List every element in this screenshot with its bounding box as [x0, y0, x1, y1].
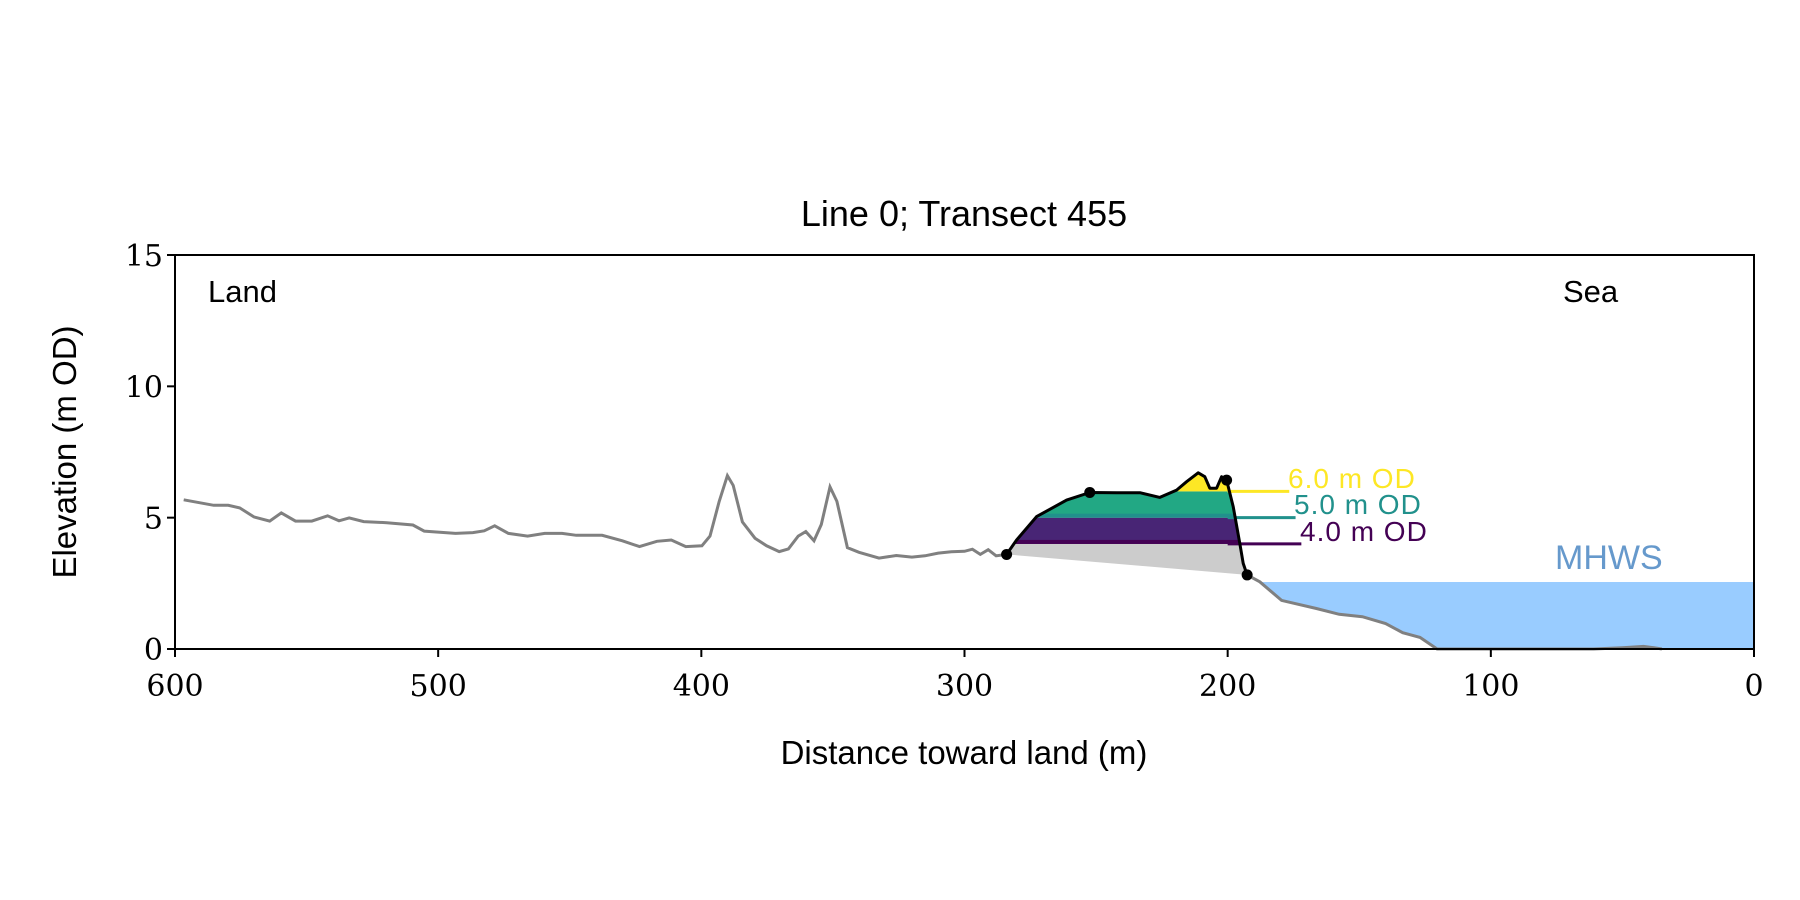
x-tick-label-200: 200: [1199, 669, 1256, 704]
y-tick-label-5: 5: [144, 502, 163, 537]
dune-profile-line: [1005, 471, 1249, 576]
y-tick-label-0: 0: [144, 633, 163, 668]
dune-point-0: [1001, 548, 1013, 560]
x-tick-label-500: 500: [410, 669, 467, 704]
sea-label: Sea: [1563, 274, 1619, 309]
fills-layer: [1006, 472, 1754, 649]
lines-layer: 4.0 m OD5.0 m OD6.0 m OD: [183, 463, 1663, 651]
level-label-4: 4.0 m OD: [1300, 516, 1428, 547]
ticks-layer: 600 500 400 300 200 100 0 0 5 10 15: [125, 239, 1764, 704]
y-axis-label: Elevation (m OD): [46, 325, 83, 578]
dune-band-fill-6: [1006, 472, 1248, 492]
profile-seaward-line: [1246, 573, 1663, 651]
x-tick-label-0: 0: [1744, 669, 1763, 704]
dune-base-fill: [1006, 543, 1248, 575]
x-tick-label-600: 600: [146, 669, 203, 704]
dune-fill-group: [1006, 472, 1248, 575]
x-axis-label: Distance toward land (m): [781, 734, 1148, 771]
mhws-water-fill: [1259, 582, 1754, 649]
dune-level-edge-5: [1006, 513, 1248, 518]
x-tick-label-300: 300: [936, 669, 993, 704]
x-tick-label-100: 100: [1462, 669, 1519, 704]
mhws-label: MHWS: [1555, 539, 1663, 577]
land-label: Land: [208, 274, 277, 309]
y-tick-label-10: 10: [125, 370, 163, 405]
dune-point-1: [1084, 486, 1096, 498]
level-label-6: 6.0 m OD: [1288, 463, 1416, 494]
dune-point-2: [1221, 474, 1233, 486]
dune-point-3: [1241, 569, 1253, 581]
profile-landward-line: [183, 471, 1007, 560]
chart-title: Line 0; Transect 455: [801, 193, 1127, 234]
y-tick-label-15: 15: [125, 239, 163, 274]
dune-level-edge-4: [1006, 539, 1248, 544]
x-tick-label-400: 400: [673, 669, 730, 704]
level-label-5: 5.0 m OD: [1294, 489, 1422, 520]
dune-band-fill-4: [1006, 517, 1248, 544]
water-fill-group: [1259, 582, 1754, 649]
